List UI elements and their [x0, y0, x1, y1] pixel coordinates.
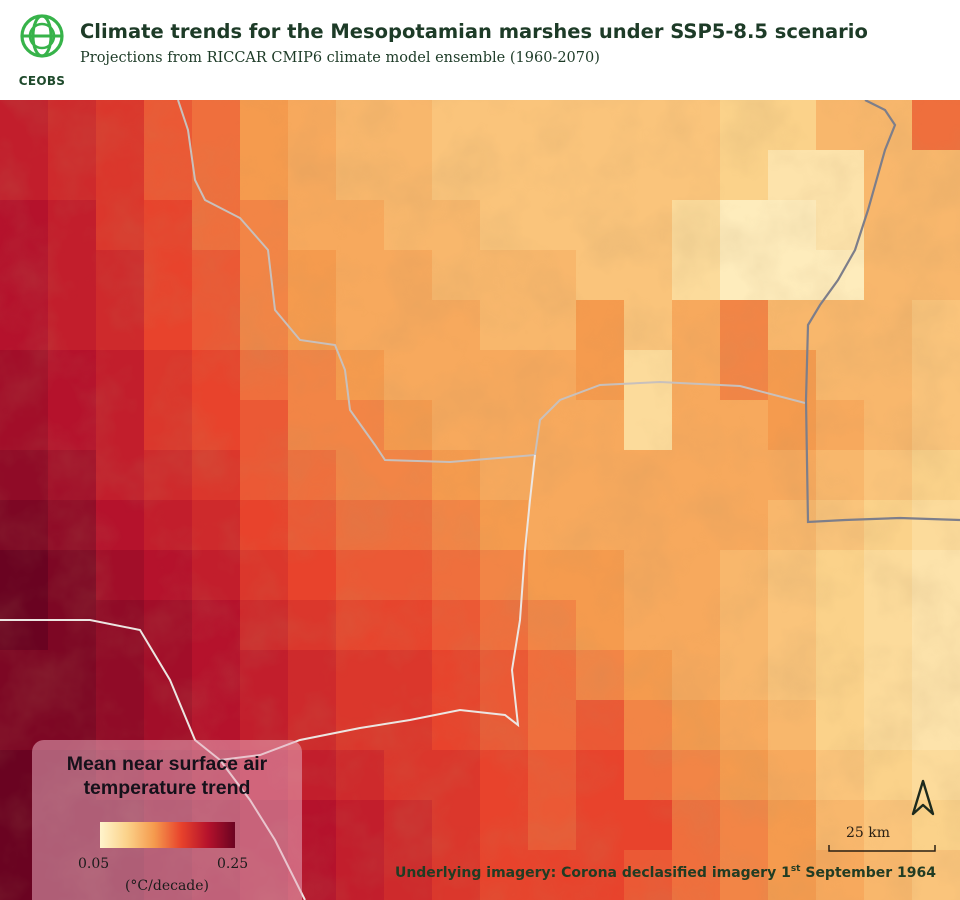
credit-suffix: September 1964 [800, 865, 936, 881]
legend-title-line1: Mean near surface air [66, 753, 268, 775]
credit-superscript: st [790, 864, 801, 874]
map-canvas [0, 100, 960, 900]
legend-units: (°C/decade) [124, 878, 210, 894]
scale-bar: 25 km [828, 825, 936, 852]
north-arrow-icon [908, 778, 938, 818]
map-view[interactable]: Mean near surface air temperature trend … [0, 100, 960, 900]
imagery-credit: Underlying imagery: Corona declasified i… [395, 864, 936, 881]
globe-icon [20, 14, 64, 58]
scale-bar-line [828, 845, 936, 852]
credit-prefix: Underlying imagery: Corona declasified i… [394, 865, 791, 881]
legend: Mean near surface air temperature trend … [32, 740, 302, 900]
scale-bar-label: 25 km [845, 825, 891, 841]
ceobs-logo: CEOBS [12, 12, 72, 88]
header: CEOBS Climate trends for the Mesopotamia… [0, 0, 960, 100]
admin-boundary [177, 100, 806, 464]
legend-max-label: 0.25 [217, 856, 249, 872]
page-title: Climate trends for the Mesopotamian mars… [80, 20, 868, 43]
international-border [804, 100, 960, 524]
logo-text: CEOBS [18, 74, 66, 88]
legend-color-ramp [100, 822, 235, 848]
legend-title: Mean near surface air temperature trend [32, 752, 302, 800]
legend-title-line2: temperature trend [83, 777, 251, 799]
page-subtitle: Projections from RICCAR CMIP6 climate mo… [80, 50, 600, 66]
admin-boundary [0, 454, 536, 762]
legend-min-label: 0.05 [78, 856, 110, 872]
